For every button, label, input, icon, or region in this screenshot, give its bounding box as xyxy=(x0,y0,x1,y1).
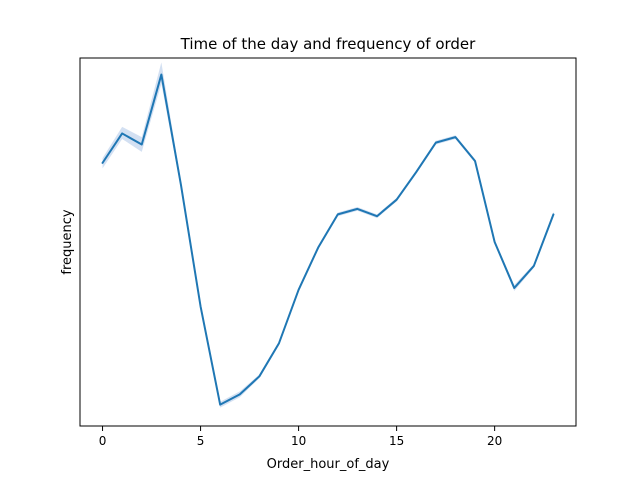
y-axis-label: frequency xyxy=(60,209,75,275)
series-line xyxy=(101,73,555,406)
x-tick-label: 20 xyxy=(487,434,502,448)
x-tick-label: 10 xyxy=(291,434,306,448)
axes-frame xyxy=(79,57,577,427)
confidence-band xyxy=(102,62,554,408)
x-axis-label: Order_hour_of_day xyxy=(267,457,390,472)
x-tick-label: 0 xyxy=(99,434,107,448)
x-tick-label: 5 xyxy=(197,434,205,448)
x-tick-label: 15 xyxy=(389,434,404,448)
chart-title: Time of the day and frequency of order xyxy=(180,35,476,53)
x-axis-ticks: 0 5 10 15 20 xyxy=(99,426,502,448)
plot-area xyxy=(101,62,555,408)
